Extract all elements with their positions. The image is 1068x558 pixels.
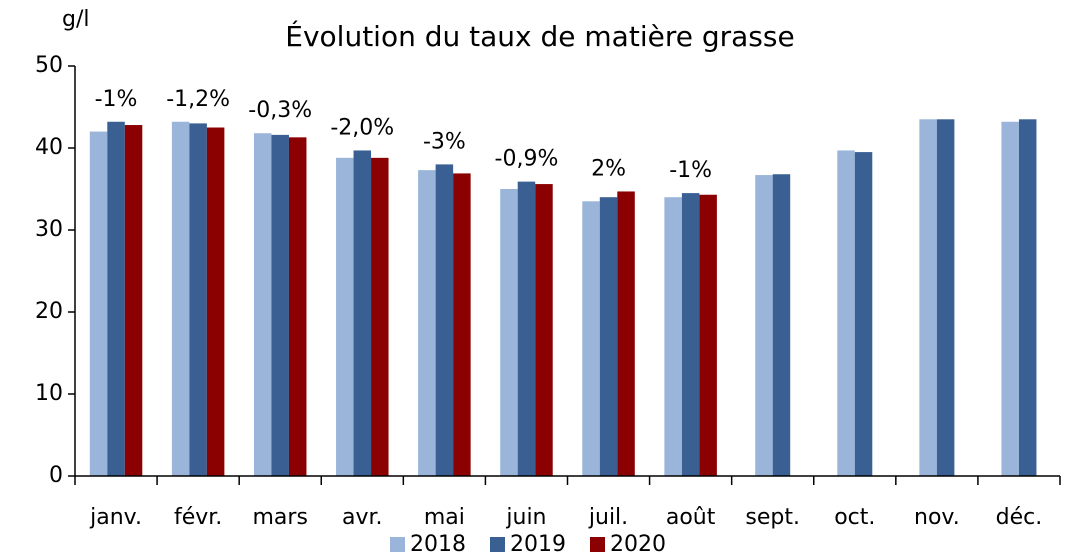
bar (755, 175, 773, 476)
bar (418, 170, 436, 476)
y-tick-label: 20 (35, 299, 63, 324)
bar (107, 121, 125, 476)
bar (371, 157, 389, 476)
chart-title: Évolution du taux de matière grasse (285, 19, 794, 53)
bar (517, 181, 536, 476)
bar (837, 150, 855, 476)
bar (535, 184, 553, 476)
legend-swatch (590, 537, 605, 552)
annotation: -1% (95, 87, 138, 112)
x-tick-label: juin (505, 505, 546, 530)
bar (124, 125, 143, 476)
y-tick-label: 10 (35, 381, 63, 406)
bar (253, 133, 272, 477)
y-tick-label: 30 (35, 217, 63, 242)
y-tick-label: 50 (35, 53, 63, 78)
bar (353, 150, 372, 476)
bar (1018, 119, 1037, 477)
x-tick-label: févr. (174, 505, 222, 530)
bar (617, 191, 635, 476)
bar (854, 152, 873, 476)
annotation: -1,2% (166, 87, 230, 112)
annotation: -0,3% (248, 98, 312, 123)
bar (936, 119, 955, 477)
annotation: -2,0% (330, 115, 394, 140)
bar (599, 197, 618, 476)
y-axis-label: g/l (62, 7, 90, 32)
bar (206, 127, 225, 476)
legend-label: 2020 (610, 532, 666, 557)
x-tick-label: janv. (89, 505, 142, 530)
x-tick-label: nov. (914, 505, 960, 530)
y-tick-label: 0 (49, 463, 63, 488)
annotation: -1% (669, 158, 712, 183)
legend-label: 2019 (510, 532, 566, 557)
bar (189, 123, 207, 477)
x-tick-label: mai (424, 505, 465, 530)
bar (1001, 121, 1019, 476)
bar (582, 201, 600, 477)
x-tick-label: sept. (745, 505, 800, 530)
bar (664, 197, 682, 476)
x-tick-label: mars (252, 505, 307, 530)
annotation: 2% (591, 156, 626, 181)
x-tick-label: août (666, 505, 716, 530)
x-tick-label: déc. (996, 505, 1043, 530)
legend-label: 2018 (410, 532, 466, 557)
bar (500, 189, 518, 476)
bar (171, 121, 190, 476)
bar (699, 194, 717, 477)
y-tick-label: 40 (35, 135, 63, 160)
bar (271, 134, 289, 476)
legend-swatch (490, 537, 505, 552)
bar (919, 119, 937, 477)
bar (336, 157, 354, 476)
x-tick-label: oct. (834, 505, 875, 530)
bar (681, 193, 700, 476)
bar (89, 131, 108, 476)
bar (435, 164, 454, 476)
annotation: -0,9% (495, 147, 559, 172)
bar (453, 173, 471, 477)
bar (288, 137, 307, 476)
legend-swatch (390, 537, 405, 552)
x-tick-label: juil. (588, 505, 628, 530)
annotation: -3% (423, 129, 466, 154)
x-tick-label: avr. (342, 505, 383, 530)
bar (772, 174, 791, 477)
